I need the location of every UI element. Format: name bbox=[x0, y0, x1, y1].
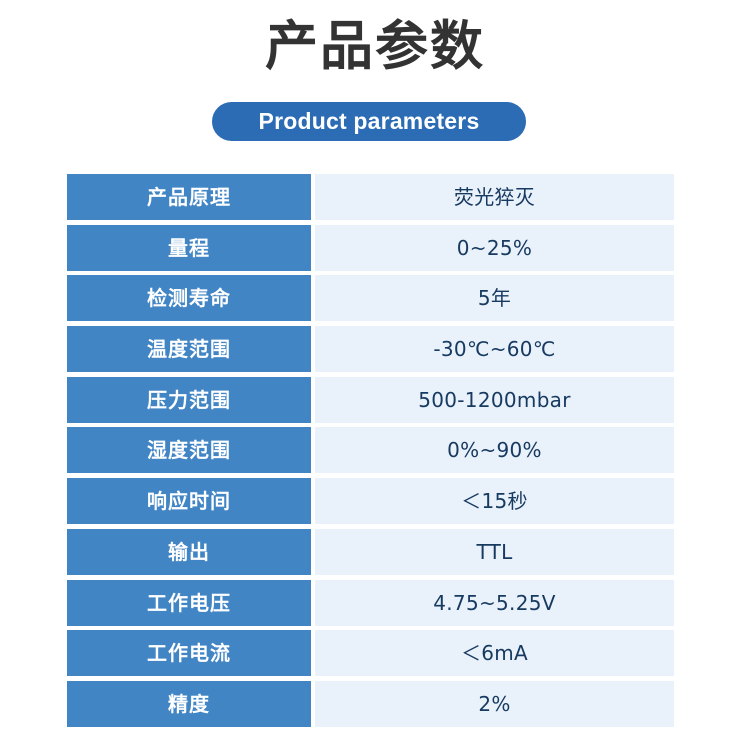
column-divider bbox=[311, 174, 315, 220]
spec-label-cell: 响应时间 bbox=[67, 478, 311, 525]
table-row: 检测寿命 5年 bbox=[67, 275, 674, 322]
column-divider bbox=[311, 427, 315, 474]
column-divider bbox=[311, 528, 315, 575]
spec-value-cell: ＜6mA bbox=[315, 630, 674, 677]
page-header: 产品参数 Product parameters bbox=[0, 0, 750, 170]
table-row: 压力范围 500-1200mbar bbox=[67, 376, 674, 423]
table-row: 工作电流 ＜6mA bbox=[67, 630, 674, 677]
column-divider bbox=[311, 478, 315, 525]
table-row: 输出 TTL bbox=[67, 528, 674, 575]
spec-label-cell: 湿度范围 bbox=[67, 427, 311, 474]
spec-label-cell: 温度范围 bbox=[67, 326, 311, 373]
spec-label-cell: 工作电压 bbox=[67, 579, 311, 626]
spec-value-cell: 4.75~5.25V bbox=[315, 579, 674, 626]
spec-value-cell: ＜15秒 bbox=[315, 478, 674, 525]
column-divider bbox=[311, 224, 315, 271]
spec-label-cell: 压力范围 bbox=[67, 376, 311, 423]
page-title: 产品参数 bbox=[265, 16, 485, 77]
table-row: 湿度范围 0%~90% bbox=[67, 427, 674, 474]
spec-value-cell: 5年 bbox=[315, 275, 674, 322]
subtitle-pill-label: Product parameters bbox=[258, 108, 480, 134]
spec-value-cell: -30℃~60℃ bbox=[315, 326, 674, 373]
spec-label-cell: 精度 bbox=[67, 680, 311, 727]
spec-label-cell: 量程 bbox=[67, 224, 311, 271]
table-row: 温度范围 -30℃~60℃ bbox=[67, 326, 674, 373]
table-row: 工作电压 4.75~5.25V bbox=[67, 579, 674, 626]
spec-value-cell: 0%~90% bbox=[315, 427, 674, 474]
spec-label-cell: 产品原理 bbox=[67, 174, 311, 220]
spec-value-cell: 0~25% bbox=[315, 224, 674, 271]
table-row: 精度 2% bbox=[67, 680, 674, 727]
column-divider bbox=[311, 275, 315, 322]
table-row: 产品原理 荧光猝灭 bbox=[67, 174, 674, 220]
column-divider bbox=[311, 630, 315, 677]
column-divider bbox=[311, 376, 315, 423]
column-divider bbox=[311, 326, 315, 373]
spec-value-cell: 500-1200mbar bbox=[315, 376, 674, 423]
table-row: 响应时间 ＜15秒 bbox=[67, 478, 674, 525]
spec-value-cell: TTL bbox=[315, 528, 674, 575]
subtitle-pill: Product parameters bbox=[212, 102, 526, 141]
spec-label-cell: 工作电流 bbox=[67, 630, 311, 677]
spec-value-cell: 荧光猝灭 bbox=[315, 174, 674, 220]
column-divider bbox=[311, 579, 315, 626]
table-row: 量程 0~25% bbox=[67, 224, 674, 271]
spec-table: 产品原理 荧光猝灭 量程 0~25% 检测寿命 5年 温度范围 -30℃~60℃ 压力范围 500… bbox=[67, 174, 674, 727]
spec-value-cell: 2% bbox=[315, 680, 674, 727]
column-divider bbox=[311, 680, 315, 727]
spec-label-cell: 检测寿命 bbox=[67, 275, 311, 322]
spec-label-cell: 输出 bbox=[67, 528, 311, 575]
